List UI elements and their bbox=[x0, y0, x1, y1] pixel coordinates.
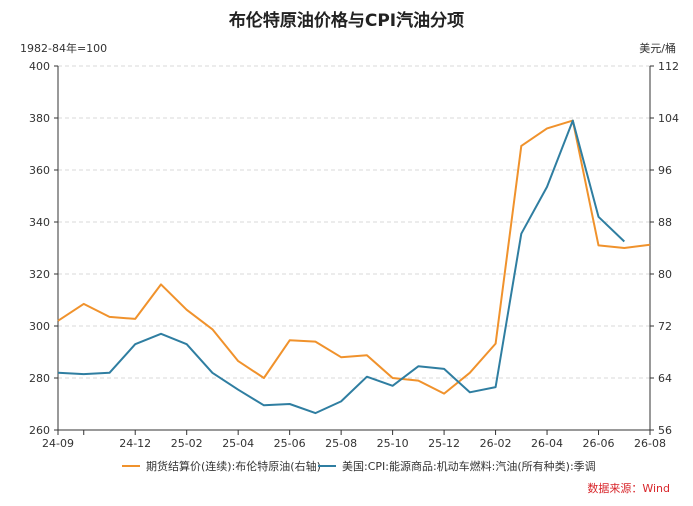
right-tick-label: 72 bbox=[658, 320, 672, 333]
right-tick-label: 80 bbox=[658, 268, 672, 281]
x-tick-label: 25-08 bbox=[325, 437, 357, 450]
right-axis-unit: 美元/桶 bbox=[639, 41, 676, 55]
series-lines bbox=[57, 119, 651, 415]
x-tick-label: 24-09 bbox=[42, 437, 74, 450]
left-axis-unit: 1982-84年=100 bbox=[20, 41, 107, 55]
x-tick-label: 26-02 bbox=[480, 437, 512, 450]
left-tick-label: 400 bbox=[29, 60, 50, 73]
x-tick-label: 26-06 bbox=[583, 437, 615, 450]
x-tick-label: 26-04 bbox=[531, 437, 563, 450]
legend-label: 美国:CPI:能源商品:机动车燃料:汽油(所有种类):季调 bbox=[342, 459, 596, 473]
left-tick-label: 340 bbox=[29, 216, 50, 229]
right-tick-label: 104 bbox=[658, 112, 679, 125]
grid bbox=[58, 65, 650, 379]
right-tick-label: 64 bbox=[658, 372, 672, 385]
chart-title: 布伦特原油价格与CPI汽油分项 bbox=[229, 10, 464, 31]
x-tick-label: 26-08 bbox=[634, 437, 666, 450]
legend-item: 美国:CPI:能源商品:机动车燃料:汽油(所有种类):季调 bbox=[318, 459, 596, 473]
right-tick-label: 96 bbox=[658, 164, 672, 177]
x-tick-label: 24-12 bbox=[119, 437, 151, 450]
legend-item: 期货结算价(连续):布伦特原油(右轴) bbox=[122, 459, 321, 473]
series-line bbox=[57, 119, 625, 415]
left-tick-label: 320 bbox=[29, 268, 50, 281]
legend-label: 期货结算价(连续):布伦特原油(右轴) bbox=[146, 459, 321, 473]
axes: 260 56 280 64 300 72 320 80 340 88 360 96 380 104 400 1… bbox=[29, 60, 679, 450]
left-tick-label: 280 bbox=[29, 372, 50, 385]
left-tick-label: 300 bbox=[29, 320, 50, 333]
series-line bbox=[57, 119, 651, 395]
left-tick-label: 380 bbox=[29, 112, 50, 125]
right-tick-label: 56 bbox=[658, 424, 672, 437]
x-tick-label: 25-10 bbox=[377, 437, 409, 450]
x-tick-label: 25-06 bbox=[274, 437, 306, 450]
right-tick-label: 88 bbox=[658, 216, 672, 229]
left-tick-label: 260 bbox=[29, 424, 50, 437]
x-tick-label: 25-02 bbox=[171, 437, 203, 450]
x-tick-label: 25-04 bbox=[222, 437, 254, 450]
right-tick-label: 112 bbox=[658, 60, 679, 73]
x-tick-label: 25-12 bbox=[428, 437, 460, 450]
left-tick-label: 360 bbox=[29, 164, 50, 177]
data-source: 数据来源：Wind bbox=[587, 481, 670, 495]
legend: 期货结算价(连续):布伦特原油(右轴) 美国:CPI:能源商品:机动车燃料:汽油(… bbox=[122, 459, 596, 473]
